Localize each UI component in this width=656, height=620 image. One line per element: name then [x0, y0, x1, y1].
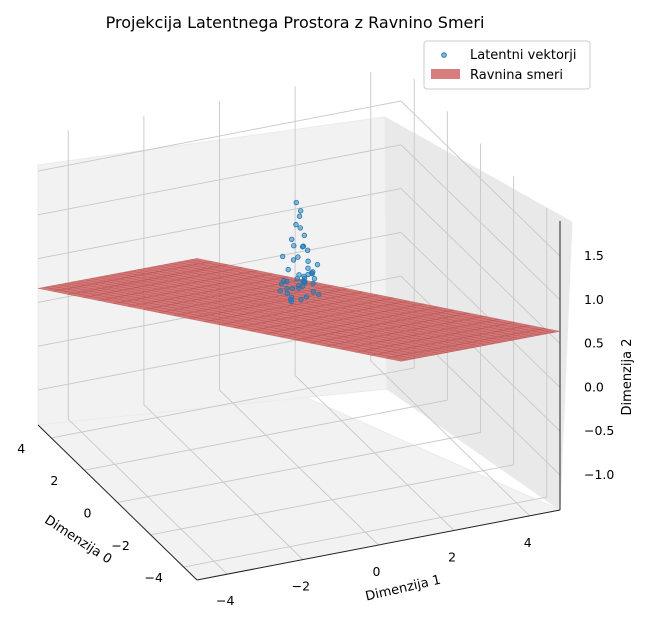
grid-z-back: [400, 100, 561, 257]
legend-marker-scatter: [441, 52, 447, 58]
y-tick-label: 4: [524, 535, 532, 550]
scatter-point: [290, 257, 297, 263]
pane-back: [384, 116, 573, 511]
scatter-point: [314, 261, 321, 268]
scatter-point: [295, 254, 301, 260]
legend-entry-plane: Ravnina smeri: [470, 68, 563, 83]
scatter-point: [293, 199, 299, 206]
scatter-point: [305, 265, 311, 271]
scatter-point: [305, 258, 311, 264]
scatter-point: [291, 242, 297, 249]
tick-labels: −4 −2 0 2 4 −4 −2 0 2 4 −1.0 −0.5 0.0 0.5 1.0 1.5: [17, 248, 614, 608]
scatter-point: [299, 244, 306, 250]
grid-z-left: [37, 144, 402, 216]
scatter-point: [297, 225, 303, 231]
scatter-point: [310, 269, 316, 275]
scatter-point: [277, 288, 283, 294]
grid-y-floor: [219, 389, 379, 546]
scatter-point: [316, 291, 322, 298]
y-tick-label: −2: [292, 579, 310, 594]
z-tick-label: 1.5: [584, 248, 604, 263]
latent-vector-points: [277, 199, 322, 305]
scatter-point: [285, 266, 291, 273]
z-tick-label: −0.5: [584, 423, 614, 438]
y-tick-label: −4: [216, 593, 234, 608]
scatter-point: [310, 289, 317, 295]
plane-facet: [385, 356, 408, 362]
scatter-point: [288, 297, 294, 303]
scatter-point: [294, 276, 300, 282]
z-tick-label: 0.5: [584, 336, 604, 351]
scatter-point: [284, 278, 290, 285]
y-axis-line: [196, 509, 561, 581]
x-tick-label: 4: [17, 441, 25, 456]
legend-entry-scatter: Latentni vektorji: [470, 48, 576, 63]
scatter-point: [310, 280, 316, 287]
scatter-point: [311, 276, 318, 282]
z-tick-label: 0.0: [584, 379, 604, 394]
y-tick-label: 2: [448, 549, 456, 564]
chart-title: Projekcija Latentnega Prostora z Ravnino…: [106, 13, 485, 32]
grid-z-back: [400, 232, 561, 388]
scatter-point: [296, 282, 302, 289]
grid-z-left: [37, 100, 402, 172]
scatter-point: [297, 208, 304, 214]
z-tick-label: −1.0: [584, 467, 614, 482]
grid-y-floor: [143, 404, 304, 560]
x-tick-label: −4: [145, 570, 163, 585]
scatter-point: [301, 232, 308, 239]
axes-panes: [36, 116, 573, 581]
scatter-point: [279, 253, 286, 260]
scatter-point: [293, 221, 299, 228]
scatter-point: [284, 290, 290, 296]
scatter-point: [298, 296, 304, 303]
scatter-point: [304, 247, 311, 254]
legend-marker-plane: [431, 69, 460, 79]
scatter-point: [303, 294, 310, 300]
x-axis-line: [37, 424, 198, 581]
z-tick-label: 1.0: [584, 292, 604, 307]
scatter-point: [278, 281, 285, 287]
x-tick-label: −2: [111, 538, 129, 553]
legend-frame: [423, 40, 591, 90]
x-axis-label: Dimenzija 0: [42, 513, 115, 567]
grid-z-back: [400, 188, 561, 344]
grid-y-floor: [67, 418, 228, 575]
scatter-point: [284, 285, 290, 292]
scatter-point: [289, 285, 296, 292]
scatter-point: [301, 278, 307, 285]
grid-y-floor: [294, 375, 455, 531]
direction-plane: [37, 258, 561, 362]
grid-z-back: [400, 144, 561, 301]
z-axis-label: Dimenzija 2: [620, 339, 635, 416]
grid-y-floor: [370, 360, 531, 517]
axis-lines: [37, 221, 561, 581]
y-tick-label: 0: [373, 564, 381, 579]
legend: Latentni vektorji Ravnina smeri: [423, 40, 591, 90]
grid-z-left: [37, 188, 402, 260]
x-tick-label: 2: [50, 473, 58, 488]
grid-z-back: [400, 275, 561, 432]
scatter-point: [296, 213, 303, 219]
scatter-point: [288, 236, 295, 242]
x-tick-label: 0: [84, 506, 92, 521]
